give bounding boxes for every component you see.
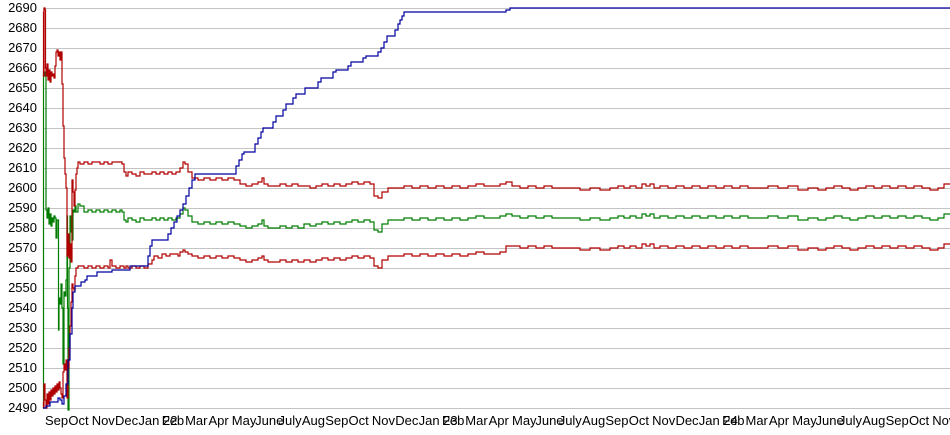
y-axis-label: 2630 <box>8 120 37 135</box>
series-mid-green-line <box>42 71 950 411</box>
x-axis-label: Oct <box>909 413 930 428</box>
x-axis-label: Jan 24 <box>699 413 738 428</box>
y-axis-label: 2490 <box>8 400 37 415</box>
x-axis-label: Dec <box>395 413 419 428</box>
x-axis-label: Aug <box>302 413 325 428</box>
y-axis-label: 2520 <box>8 340 37 355</box>
x-axis-label: Dec <box>675 413 699 428</box>
y-axis-label: 2650 <box>8 80 37 95</box>
x-axis-label: Mar <box>185 413 208 428</box>
x-axis-label: June <box>816 413 844 428</box>
x-axis-label: Feb <box>442 413 464 428</box>
x-axis-label: Nov <box>372 413 396 428</box>
x-axis-label: July <box>279 413 303 428</box>
x-axis-label: Feb <box>162 413 184 428</box>
y-axis-label: 2590 <box>8 200 37 215</box>
x-axis-label: Nov <box>92 413 116 428</box>
y-axis-label: 2690 <box>8 0 37 15</box>
x-axis-label: Sep <box>325 413 348 428</box>
y-axis-label: 2640 <box>8 100 37 115</box>
y-axis-label: 2580 <box>8 220 37 235</box>
x-axis-label: Aug <box>862 413 885 428</box>
y-axis-label: 2620 <box>8 140 37 155</box>
x-axis-label: May <box>792 413 817 428</box>
y-axis-label: 2570 <box>8 240 37 255</box>
x-axis-label: Sep <box>45 413 68 428</box>
x-axis-label: Feb <box>722 413 744 428</box>
x-axis-label: Aug <box>582 413 605 428</box>
series-upper-band-red-line <box>42 7 950 263</box>
x-axis-label: May <box>512 413 537 428</box>
series-lower-band-red-line <box>42 243 950 409</box>
x-axis-label: July <box>559 413 583 428</box>
x-axis-label: Apr <box>208 413 229 428</box>
y-axis-label: 2670 <box>8 40 37 55</box>
y-axis-label: 2680 <box>8 20 37 35</box>
x-axis-label: Apr <box>489 413 510 428</box>
x-axis-label: Sep <box>605 413 628 428</box>
x-axis-label: June <box>255 413 283 428</box>
x-axis-label: Mar <box>746 413 769 428</box>
x-axis-label: July <box>839 413 863 428</box>
y-axis-label: 2500 <box>8 380 37 395</box>
y-axis-label: 2550 <box>8 280 37 295</box>
x-axis-label: Oct <box>68 413 89 428</box>
y-axis-label: 2600 <box>8 180 37 195</box>
y-axis-label: 2610 <box>8 160 37 175</box>
y-axis-label: 2660 <box>8 60 37 75</box>
x-axis-label: June <box>535 413 563 428</box>
series-cumulative-blue-line <box>43 7 950 409</box>
x-axis-label: Jan 23 <box>419 413 458 428</box>
y-axis-label: 2560 <box>8 260 37 275</box>
x-axis-label: May <box>232 413 257 428</box>
x-axis-label: Oct <box>629 413 650 428</box>
x-axis-label: Nov <box>652 413 676 428</box>
x-axis-label: Apr <box>769 413 790 428</box>
x-axis-label: Sep <box>886 413 909 428</box>
y-axis-label: 2540 <box>8 300 37 315</box>
x-axis-label: Nov <box>932 413 950 428</box>
y-axis-label: 2510 <box>8 360 37 375</box>
x-axis-label: Dec <box>115 413 139 428</box>
x-axis-label: Mar <box>465 413 488 428</box>
x-axis-label: Jan 22 <box>138 413 177 428</box>
x-axis-label: Oct <box>349 413 370 428</box>
y-axis-label: 2530 <box>8 320 37 335</box>
